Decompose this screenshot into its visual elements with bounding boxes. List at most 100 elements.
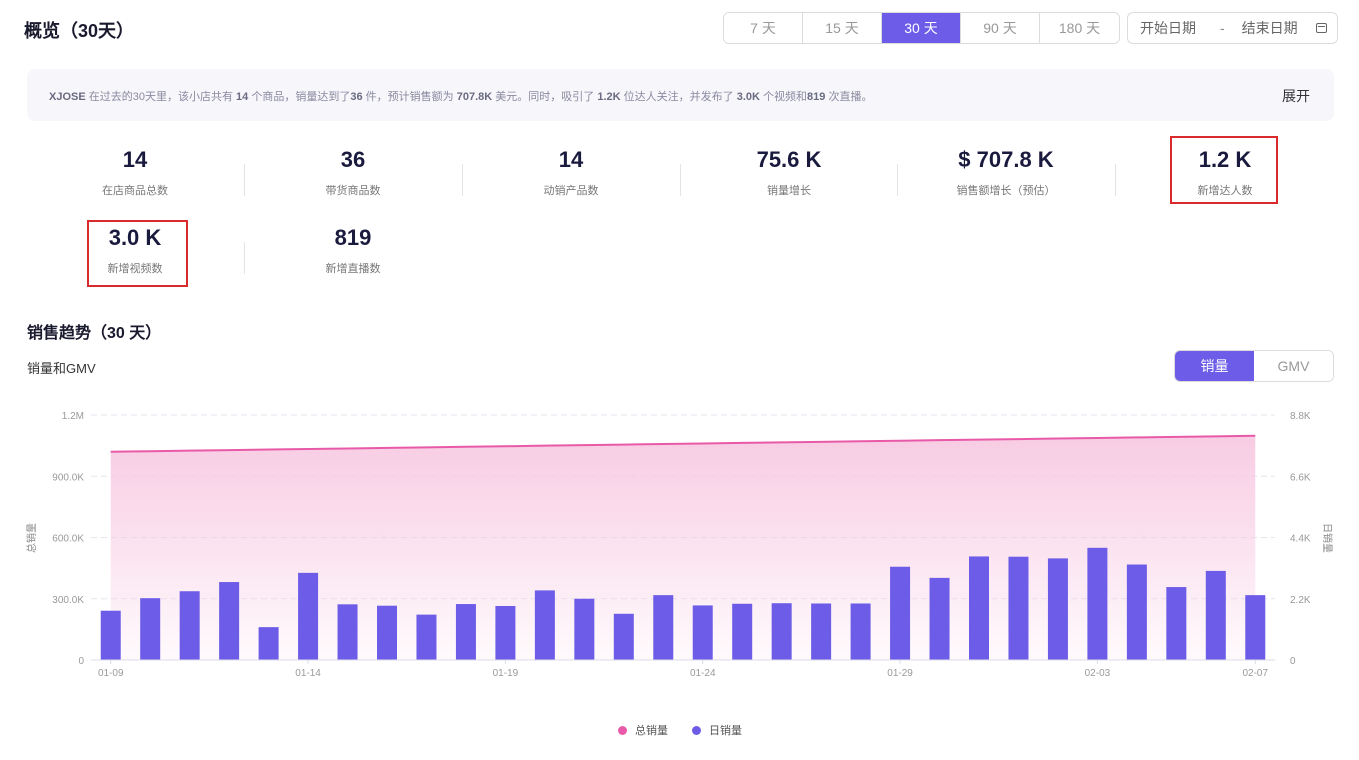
summary-text: XJOSE 在过去的30天里，该小店共有 14 个商品，销量达到了36 件，预计… [49,88,872,104]
x-tick-label: 01-29 [887,668,913,679]
daily-sales-bar [377,605,397,660]
stat-value: 14 [122,147,148,172]
stat-value: 14 [558,147,584,172]
total-sales-line [110,434,1256,453]
daily-sales-bar [771,603,792,660]
daily-sales-bar [416,614,437,660]
end-date-input[interactable]: 结束日期 [1241,20,1298,36]
legend-dot [692,725,701,735]
stat-new-creators: 1.2 K 新增达人数 [1116,146,1334,198]
daily-sales-bar [1245,595,1266,660]
toggle-gmv-button[interactable]: GMV [1254,351,1333,381]
daily-sales-bar [455,604,476,660]
stat-label: 动销产品数 [543,185,599,197]
shop-name: XJOSE [49,91,86,103]
daily-sales-bar [1126,564,1147,660]
daily-sales-bar [1166,587,1187,660]
calendar-icon[interactable] [1315,23,1327,33]
x-tick-label: 01-14 [295,668,321,679]
stat-label: 新增直播数 [325,263,381,275]
date-range-selector: 7 天 15 天 30 天 90 天 180 天 [723,12,1120,44]
stat-value: 819 [334,225,372,250]
range-90-days-button[interactable]: 90 天 [961,13,1040,43]
date-separator: - [1220,20,1225,36]
stat-label: 新增达人数 [1197,185,1253,197]
range-30-days-button[interactable]: 30 天 [882,13,961,43]
daily-sales-bar [890,566,911,660]
daily-sales-bar [613,613,634,660]
summary-banner: XJOSE 在过去的30天里，该小店共有 14 个商品，销量达到了36 件，预计… [27,69,1334,121]
stat-new-lives: 819 新增直播数 [244,224,462,276]
daily-sales-bar [140,598,161,660]
x-tick-label: 01-24 [690,668,716,679]
daily-sales-bar [929,577,950,660]
summary-part: 个视频和 [759,91,808,103]
total-sales-area [110,435,1256,660]
sales-trend-title: 销售趋势（30 天） [27,325,162,342]
toggle-sales-button[interactable]: 销量 [1175,351,1254,381]
stat-moving-products: 14 动销产品数 [462,146,680,198]
summary-sales-count: 36 [350,91,363,103]
date-range-picker[interactable]: 开始日期 - 结束日期 [1127,12,1338,44]
summary-product-count: 14 [236,91,249,103]
y-left-tick-label: 600.0K [52,534,84,545]
stat-divider [680,164,681,196]
stat-label: 在店商品总数 [102,185,168,197]
y-right-tick-label: 4.4K [1290,534,1311,545]
daily-sales-bar [179,591,200,660]
start-date-input[interactable]: 开始日期 [1140,20,1196,36]
daily-sales-bar [574,598,595,660]
stat-divider [897,164,898,196]
y-left-tick-label: 900.0K [52,472,84,483]
daily-sales-bar [1047,558,1068,660]
summary-videos: 3.0K [736,91,760,103]
daily-sales-bar [811,603,832,660]
highlight-box [87,220,188,287]
summary-part: 美元。同时，吸引了 [492,91,598,103]
y-left-axis-title: 总销量 [25,523,38,553]
summary-part: 在过去的30天里，该小店共有 [85,91,237,103]
stat-total-products: 14 在店商品总数 [26,146,244,198]
stat-divider [1115,164,1116,196]
page-title: 概览（30天） [24,21,135,41]
daily-sales-bar [534,590,555,660]
stat-sales-growth: 75.6 K 销量增长 [680,146,898,198]
daily-sales-bar [1205,570,1226,660]
stat-divider [462,164,463,196]
x-tick-label: 02-07 [1242,668,1268,679]
legend-item-daily[interactable]: 日销量 [692,722,742,738]
stat-label: 销售额增长（预估） [956,185,1056,197]
expand-button[interactable]: 展开 [1282,88,1310,104]
range-180-days-button[interactable]: 180 天 [1040,13,1119,43]
stat-label: 新增视频数 [107,263,163,275]
y-right-tick-label: 0 [1290,656,1296,667]
stat-value: 36 [340,147,366,172]
summary-lives: 819 [807,91,826,103]
range-15-days-button[interactable]: 15 天 [803,13,882,43]
y-left-tick-label: 300.0K [52,595,84,606]
chart-subtitle: 销量和GMV [27,361,96,376]
y-right-tick-label: 6.6K [1290,472,1311,483]
stat-selling-products: 36 带货商品数 [244,146,462,198]
stat-divider [244,164,245,196]
legend-dot [618,725,627,735]
summary-revenue: 707.8K [456,91,493,103]
daily-sales-bar [850,603,871,660]
y-left-tick-label: 1.2M [62,411,84,422]
y-right-tick-label: 2.2K [1290,595,1311,606]
stat-value: 75.6 K [756,147,822,172]
range-7-days-button[interactable]: 7 天 [724,13,803,43]
summary-part: 位达人关注，并发布了 [620,91,737,103]
daily-sales-bar [100,610,121,660]
summary-part: 件，预计销售额为 [362,91,457,103]
daily-sales-bar [219,582,240,660]
daily-sales-bar [969,556,989,660]
daily-sales-bar [337,604,358,660]
y-right-axis-title: 日销量 [1321,523,1334,553]
sales-trend-chart: 0 0 300.0K 2.2K 600.0K 4.4K 900.0K 6.6K 1.2M 8.8K… [25,411,1334,679]
daily-sales-bar [1008,556,1029,660]
legend-item-total[interactable]: 总销量 [618,722,668,738]
summary-creators: 1.2K [597,91,621,103]
legend-label: 日销量 [709,725,742,737]
daily-sales-bar [732,603,753,660]
